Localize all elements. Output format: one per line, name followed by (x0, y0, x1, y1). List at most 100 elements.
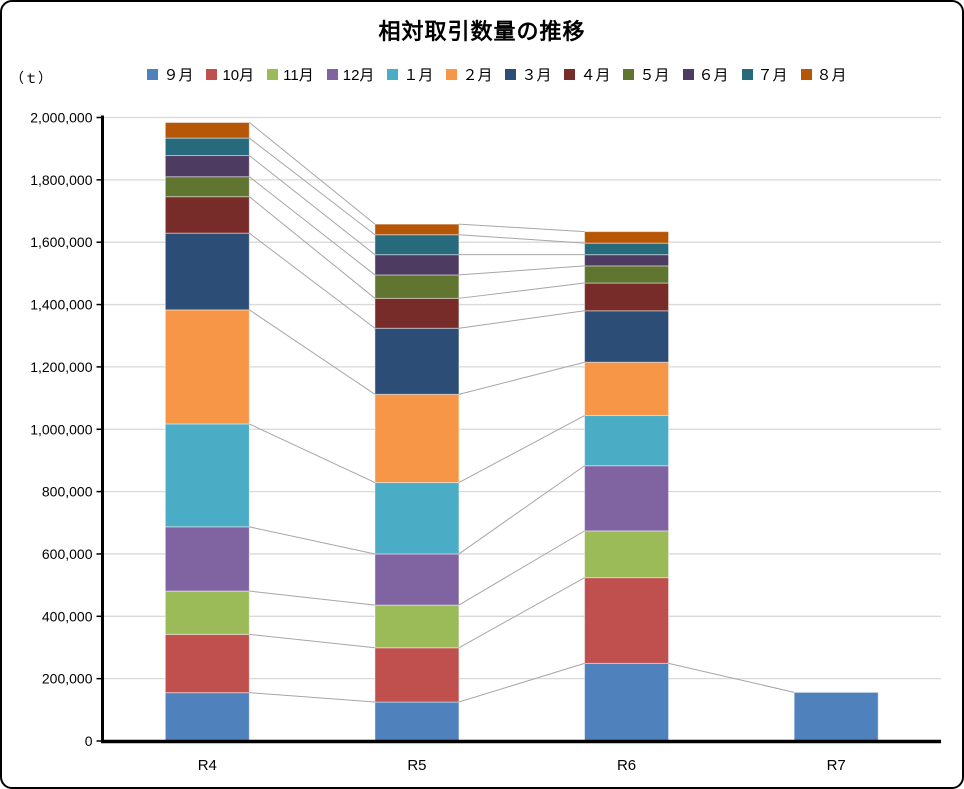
legend-swatch-icon (387, 69, 399, 80)
series-line-６月 (249, 155, 376, 256)
legend-label: 11月 (283, 67, 314, 84)
legend-item: 11月 (267, 64, 314, 85)
chart-title: 相対取引数量の推移 (378, 19, 586, 44)
legend-item: １月 (387, 64, 433, 85)
bar-segment-R4-10月 (164, 633, 250, 694)
series-line-７月 (249, 137, 376, 236)
bar-segment-R4-９月 (164, 692, 250, 742)
y-tick-label: 800,000 (42, 484, 93, 500)
bar-segment-R4-11月 (164, 590, 250, 635)
legend-item: ４月 (564, 64, 610, 85)
legend-item: ９月 (147, 64, 193, 85)
legend-swatch-icon (505, 69, 517, 80)
series-line-１月 (458, 415, 585, 484)
y-axis-unit-label: （ｔ） (10, 70, 52, 86)
bar-segment-R5-２月 (374, 393, 460, 484)
x-axis-label: R5 (407, 757, 426, 774)
series-line-10月 (458, 577, 585, 649)
x-axis-label: R6 (617, 757, 636, 774)
x-axis-label: R4 (198, 757, 217, 774)
legend-label: ６月 (698, 67, 729, 84)
y-tick-label: 1,600,000 (30, 234, 92, 250)
legend: ９月 10月 11月 12月 １月 ２月 ３月 ４月 ５月 ６月 ７月 ８月 (42, 64, 952, 85)
legend-label: ２月 (462, 67, 493, 84)
legend-item: ３月 (505, 64, 551, 85)
legend-swatch-icon (326, 69, 338, 80)
bar-segment-R5-４月 (374, 297, 460, 329)
y-tick-label: 1,000,000 (30, 421, 92, 437)
bar-segment-R5-３月 (374, 327, 460, 395)
legend-swatch-icon (682, 69, 694, 80)
series-line-９月 (458, 662, 585, 703)
legend-swatch-icon (623, 69, 635, 80)
legend-swatch-icon (206, 69, 218, 80)
legend-item: ８月 (800, 64, 847, 85)
bar-segment-R4-12月 (164, 526, 250, 592)
series-line-12月 (249, 526, 376, 555)
bar-segment-R6-２月 (584, 361, 670, 417)
legend-label: ３月 (521, 67, 552, 84)
bar-segment-R5-５月 (374, 274, 460, 299)
legend-label: ８月 (816, 67, 847, 84)
series-line-３月 (458, 310, 585, 329)
series-line-８月 (458, 223, 585, 233)
legend-swatch-icon (147, 69, 159, 80)
series-line-12月 (458, 465, 585, 555)
series-line-４月 (458, 282, 585, 299)
bar-segment-R6-10月 (584, 577, 670, 664)
y-tick-label: 0 (85, 733, 93, 749)
legend-item: 10月 (206, 64, 254, 85)
bar-segment-R5-７月 (374, 234, 460, 256)
bar-segment-R4-７月 (164, 137, 250, 157)
series-line-10月 (249, 633, 375, 649)
series-line-11月 (249, 590, 375, 606)
bar-segment-R6-４月 (584, 282, 670, 312)
legend-swatch-icon (741, 69, 753, 80)
bar-segment-R5-12月 (374, 553, 460, 606)
bar-segment-R6-５月 (584, 265, 670, 284)
bar-segment-R5-１月 (374, 482, 460, 555)
bar-segment-R6-９月 (584, 662, 670, 742)
bar-segment-R5-10月 (374, 647, 460, 703)
bar-segment-R5-９月 (374, 701, 460, 742)
y-tick-label: 2,000,000 (30, 110, 92, 126)
legend-label: ４月 (580, 67, 611, 84)
legend-swatch-icon (564, 69, 576, 80)
bar-segment-R4-１月 (164, 423, 250, 528)
x-axis-label: R7 (827, 757, 846, 774)
legend-swatch-icon (446, 69, 458, 80)
bar-segment-R6-１月 (584, 415, 670, 467)
legend-label: 10月 (222, 67, 255, 84)
legend-item: ５月 (623, 64, 670, 85)
legend-label: １月 (403, 67, 434, 84)
series-line-２月 (458, 361, 585, 395)
y-tick-label: 1,200,000 (30, 359, 92, 375)
y-tick-label: 600,000 (42, 546, 93, 562)
series-line-３月 (249, 232, 376, 329)
bar-segment-R4-８月 (164, 121, 250, 139)
y-tick-label: 400,000 (42, 608, 93, 624)
series-line-９月 (249, 692, 375, 703)
series-line-５月 (458, 265, 585, 276)
bar-segment-R4-５月 (164, 176, 250, 198)
legend-label: 12月 (342, 67, 375, 84)
bar-segment-R5-６月 (374, 254, 460, 276)
bar-segment-R6-６月 (584, 254, 670, 267)
bar-segment-R5-８月 (374, 223, 460, 236)
bar-segment-R6-11月 (584, 530, 670, 579)
legend-item: ７月 (741, 64, 788, 85)
y-tick-label: 200,000 (42, 671, 93, 687)
bar-segment-R6-８月 (584, 231, 670, 244)
bar-segment-R4-２月 (164, 309, 250, 425)
legend-label: ９月 (163, 67, 194, 84)
bar-segment-R5-11月 (374, 604, 460, 649)
series-line-１月 (249, 423, 376, 484)
bar-segment-R7-９月 (793, 691, 879, 742)
legend-label: ７月 (757, 67, 788, 84)
y-tick-label: 1,800,000 (30, 172, 92, 188)
legend-swatch-icon (800, 69, 812, 80)
bar-segment-R4-３月 (164, 232, 250, 311)
series-line-11月 (458, 530, 585, 606)
